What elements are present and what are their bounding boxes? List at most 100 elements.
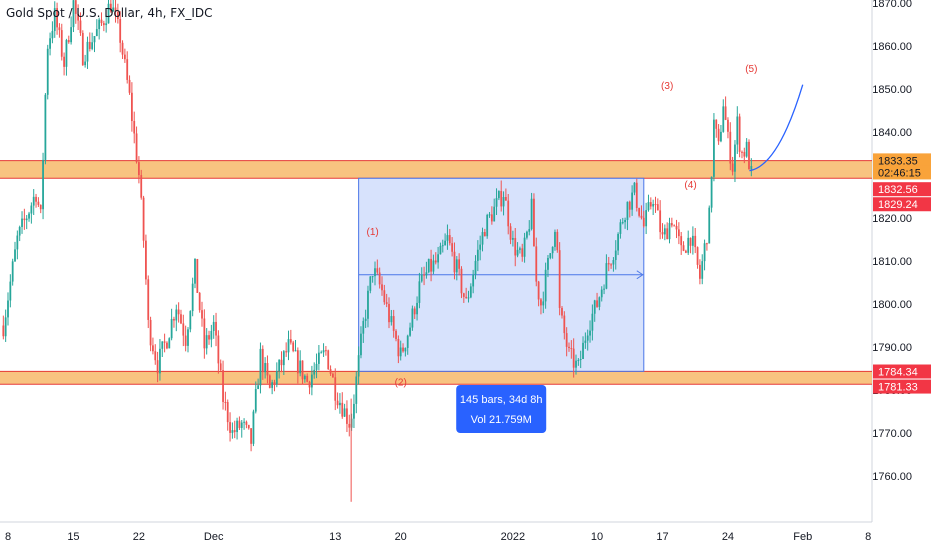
candle-body <box>668 223 671 240</box>
candle-body <box>334 377 337 401</box>
candle <box>236 417 238 440</box>
candle-body <box>37 201 40 205</box>
candle-body <box>462 293 465 297</box>
candle-body <box>745 141 748 157</box>
candle <box>551 246 554 259</box>
candle <box>254 381 257 414</box>
candle-body <box>77 13 80 21</box>
y-tick-label: 1790.00 <box>872 342 912 354</box>
candle <box>717 124 720 145</box>
candle <box>575 354 577 375</box>
candle <box>584 332 587 349</box>
candle <box>713 113 715 182</box>
candle-body <box>563 315 566 334</box>
candle-body <box>385 302 388 304</box>
candle-body <box>514 237 517 256</box>
candle-body <box>647 202 650 211</box>
candle <box>353 394 355 428</box>
candle <box>226 399 229 431</box>
candle <box>710 176 713 213</box>
candle-body <box>194 258 196 284</box>
candle <box>296 347 299 384</box>
price-tag <box>873 153 931 168</box>
price-tag <box>873 182 931 197</box>
candle-body <box>376 268 379 273</box>
candle-body <box>275 371 278 385</box>
candle <box>409 322 411 337</box>
candle-body <box>488 214 491 216</box>
candle <box>46 44 49 100</box>
candle-body <box>28 213 30 219</box>
candle <box>280 351 283 373</box>
candle-body <box>313 369 316 375</box>
candle <box>313 362 316 379</box>
candle <box>483 228 486 237</box>
candle-body <box>626 201 629 220</box>
candle-body <box>79 20 82 33</box>
candle-body <box>738 116 741 152</box>
candle <box>357 346 360 385</box>
candle <box>138 156 140 184</box>
lower-zone <box>0 371 872 385</box>
candle-body <box>582 342 584 360</box>
candle-body <box>336 400 339 406</box>
candle <box>194 258 196 289</box>
candle-body <box>392 316 395 331</box>
candle-body <box>430 258 432 272</box>
candle <box>493 198 496 222</box>
candle-body <box>348 423 351 428</box>
candle-body <box>371 276 374 278</box>
candle-body <box>469 286 472 298</box>
candle <box>661 223 664 239</box>
candle <box>427 258 430 274</box>
candle <box>173 316 175 328</box>
candle-body <box>116 11 119 20</box>
y-tick-label: 1870.00 <box>872 0 912 10</box>
candle <box>645 202 648 235</box>
candle-body <box>619 222 622 234</box>
candle-body <box>306 375 309 382</box>
candle <box>346 400 348 433</box>
candle <box>37 197 40 207</box>
candle-body <box>500 191 503 207</box>
candle <box>582 336 584 360</box>
candle <box>736 106 739 154</box>
candle <box>208 330 210 345</box>
candle <box>74 0 77 24</box>
candle-body <box>374 268 376 277</box>
candle-body <box>395 330 397 340</box>
candle-body <box>191 283 194 312</box>
candle <box>579 350 582 369</box>
candle-body <box>355 376 358 404</box>
candle-body <box>654 204 657 206</box>
price-tag <box>873 165 931 180</box>
candle <box>364 309 367 329</box>
candle <box>605 254 608 290</box>
candle <box>701 254 704 285</box>
candle <box>18 225 21 242</box>
candle-body <box>81 32 84 66</box>
candle-body <box>264 363 267 373</box>
candle-body <box>446 235 449 241</box>
candle-body <box>565 333 568 347</box>
candle <box>77 4 80 31</box>
candle <box>70 16 73 45</box>
candle <box>731 156 734 176</box>
candle <box>556 229 559 253</box>
candle <box>745 138 748 158</box>
candle <box>341 392 344 419</box>
candle <box>271 379 274 395</box>
price-tag-label: 1784.34 <box>878 367 918 379</box>
candle <box>191 277 194 317</box>
candle-body <box>357 355 360 377</box>
candle-body <box>577 360 580 362</box>
candle-body <box>166 342 168 349</box>
candle-body <box>603 288 605 290</box>
candle-body <box>519 248 521 250</box>
candle <box>589 320 591 343</box>
candle-body <box>98 19 101 30</box>
candle <box>224 391 227 411</box>
candle-body <box>460 268 463 294</box>
candle-body <box>138 162 140 176</box>
